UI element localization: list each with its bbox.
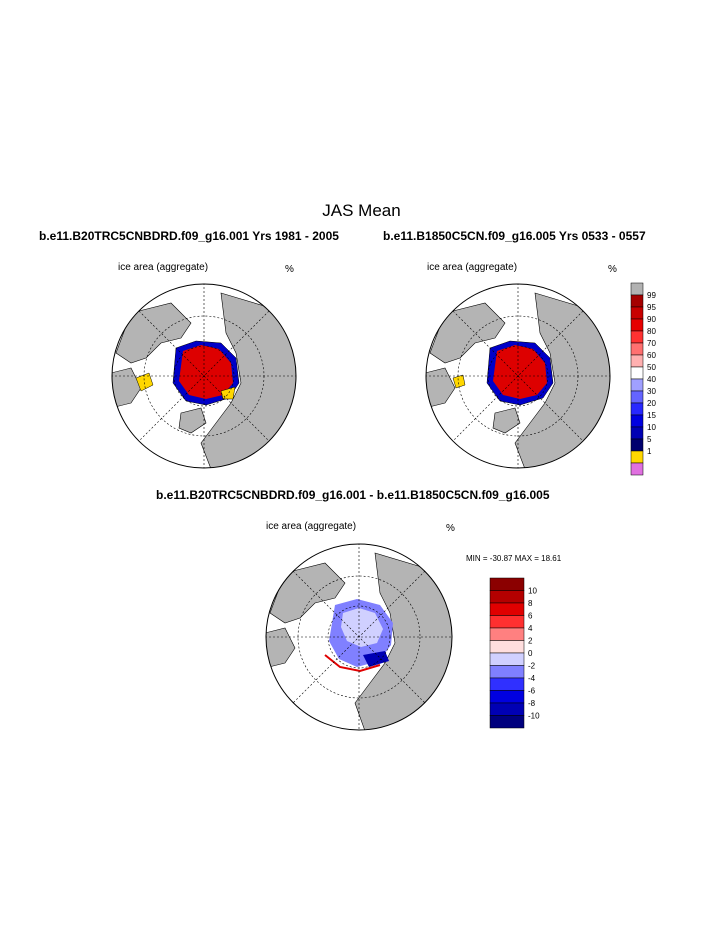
difference-colorbar-label: -4 — [528, 674, 536, 683]
concentration-colorbar-swatch — [630, 330, 644, 344]
difference-colorbar-swatch — [489, 665, 525, 679]
concentration-colorbar-label: 95 — [647, 303, 656, 312]
land-mass — [115, 302, 192, 364]
land-mass — [429, 302, 506, 364]
difference-colorbar-swatch — [489, 715, 525, 729]
concentration-colorbar-swatch — [630, 438, 644, 452]
concentration-colorbar-label: 90 — [647, 315, 656, 324]
low-ice — [452, 374, 466, 389]
concentration-colorbar-swatch — [630, 414, 644, 428]
left-panel-units: % — [285, 264, 294, 275]
land-mass — [269, 562, 346, 624]
difference-colorbar-label: 4 — [528, 624, 533, 633]
difference-colorbar-label: 8 — [528, 599, 533, 608]
left-case-title: b.e11.B20TRC5CNBDRD.f09_g16.001 Yrs 1981… — [39, 229, 339, 243]
right-case-title: b.e11.B1850C5CN.f09_g16.005 Yrs 0533 - 0… — [383, 229, 646, 243]
diff-slight-negative — [341, 608, 383, 647]
ice-pack — [493, 345, 547, 399]
concentration-colorbar-label: 60 — [647, 351, 656, 360]
diff-panel-units: % — [446, 523, 455, 534]
difference-colorbar-label: 6 — [528, 612, 533, 621]
concentration-colorbar-label: 40 — [647, 375, 656, 384]
diff-minmax-label: MIN = -30.87 MAX = 18.61 — [466, 554, 562, 563]
concentration-colorbar-swatch — [630, 354, 644, 368]
land-mass — [112, 367, 142, 409]
left-polar-map — [111, 283, 297, 469]
right-polar-map — [425, 283, 611, 469]
concentration-colorbar-label: 70 — [647, 339, 656, 348]
ice-pack — [179, 345, 233, 399]
concentration-colorbar-swatch — [630, 294, 644, 308]
concentration-colorbar-swatch — [630, 282, 644, 296]
concentration-colorbar-label: 50 — [647, 363, 656, 372]
difference-polar-map — [265, 543, 453, 731]
difference-colorbar: 10 8 6 4 2 0 -2 -4 -6 -8 -10 — [489, 577, 540, 729]
difference-colorbar-label: -10 — [528, 712, 540, 721]
diff-strong-negative — [363, 651, 389, 667]
concentration-colorbar-label: 1 — [647, 447, 652, 456]
figure-title: JAS Mean — [322, 201, 401, 220]
concentration-colorbar-label: 20 — [647, 399, 656, 408]
concentration-colorbar-swatch — [630, 426, 644, 440]
concentration-colorbar-swatch — [630, 402, 644, 416]
concentration-colorbar-label: 10 — [647, 423, 656, 432]
land-mass — [266, 627, 296, 669]
concentration-colorbar-swatch — [630, 318, 644, 332]
difference-colorbar-swatch — [489, 602, 525, 616]
land-mass — [178, 407, 207, 434]
land-mass — [492, 407, 521, 434]
concentration-colorbar-swatch — [630, 342, 644, 356]
difference-colorbar-swatch — [489, 677, 525, 691]
low-ice — [135, 372, 154, 392]
concentration-colorbar-swatch — [630, 306, 644, 320]
diff-panel-variable: ice area (aggregate) — [266, 521, 357, 532]
concentration-colorbar-label: 5 — [647, 435, 652, 444]
concentration-colorbar-label: 99 — [647, 291, 656, 300]
difference-colorbar-label: -6 — [528, 687, 536, 696]
difference-colorbar-label: -8 — [528, 699, 536, 708]
concentration-colorbar-swatch — [630, 462, 644, 476]
concentration-colorbar-swatch — [630, 450, 644, 464]
difference-colorbar-label: 2 — [528, 637, 533, 646]
difference-title: b.e11.B20TRC5CNBDRD.f09_g16.001 - b.e11.… — [156, 488, 550, 502]
difference-colorbar-swatch — [489, 590, 525, 604]
difference-colorbar-label: -2 — [528, 662, 536, 671]
concentration-colorbar-label: 80 — [647, 327, 656, 336]
difference-colorbar-swatch — [489, 627, 525, 641]
difference-colorbar-swatch — [489, 615, 525, 629]
concentration-colorbar-swatch — [630, 378, 644, 392]
concentration-colorbar-swatch — [630, 390, 644, 404]
difference-colorbar-swatch — [489, 640, 525, 654]
difference-colorbar-swatch — [489, 577, 525, 591]
left-panel-variable: ice area (aggregate) — [118, 262, 209, 273]
low-ice — [220, 386, 236, 400]
difference-colorbar-label: 0 — [528, 649, 533, 658]
difference-colorbar-label: 10 — [528, 587, 537, 596]
diff-positive-rim — [324, 654, 381, 673]
right-panel-units: % — [608, 264, 617, 275]
difference-colorbar-swatch — [489, 652, 525, 666]
land-mass — [426, 367, 456, 409]
difference-colorbar-swatch — [489, 702, 525, 716]
concentration-colorbar: 99 95 90 80 70 60 50 40 30 20 15 10 5 1 — [630, 282, 656, 476]
concentration-colorbar-label: 15 — [647, 411, 656, 420]
difference-colorbar-swatch — [489, 690, 525, 704]
concentration-colorbar-swatch — [630, 366, 644, 380]
right-panel-variable: ice area (aggregate) — [427, 262, 518, 273]
concentration-colorbar-label: 30 — [647, 387, 656, 396]
